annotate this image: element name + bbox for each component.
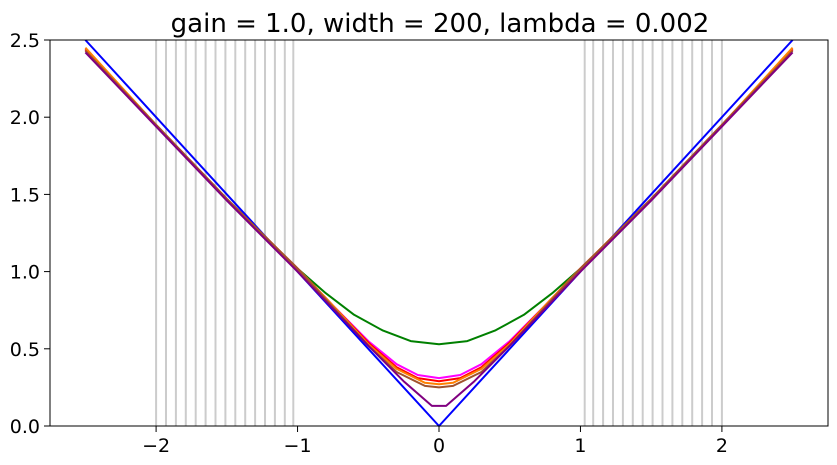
y-axis: 0.0 0.5 1.0 1.5 2.0 2.5 bbox=[10, 30, 50, 438]
series-line bbox=[84, 51, 794, 407]
y-tick-label: 0.0 bbox=[10, 416, 40, 438]
x-axis: −2 −1 0 1 2 bbox=[142, 426, 728, 457]
series-line bbox=[84, 47, 794, 386]
y-tick-label: 2.0 bbox=[10, 107, 40, 129]
y-tick-label: 2.5 bbox=[10, 30, 40, 52]
series-line bbox=[84, 48, 794, 383]
series-line bbox=[84, 48, 794, 380]
x-tick-label: −2 bbox=[142, 435, 170, 457]
x-tick-label: 2 bbox=[716, 435, 728, 457]
y-tick-label: 1.5 bbox=[10, 184, 40, 206]
series-line bbox=[84, 48, 794, 346]
series-line bbox=[84, 50, 794, 389]
y-tick-label: 0.5 bbox=[10, 339, 40, 361]
y-tick-label: 1.0 bbox=[10, 262, 40, 284]
series-layer bbox=[84, 39, 794, 427]
x-tick-label: 1 bbox=[574, 435, 586, 457]
vertical-reference-lines bbox=[155, 40, 723, 426]
x-tick-label: −1 bbox=[284, 435, 312, 457]
x-tick-label: 0 bbox=[433, 435, 445, 457]
chart-title: gain = 1.0, width = 200, lambda = 0.002 bbox=[171, 9, 710, 39]
series-line bbox=[84, 39, 794, 427]
